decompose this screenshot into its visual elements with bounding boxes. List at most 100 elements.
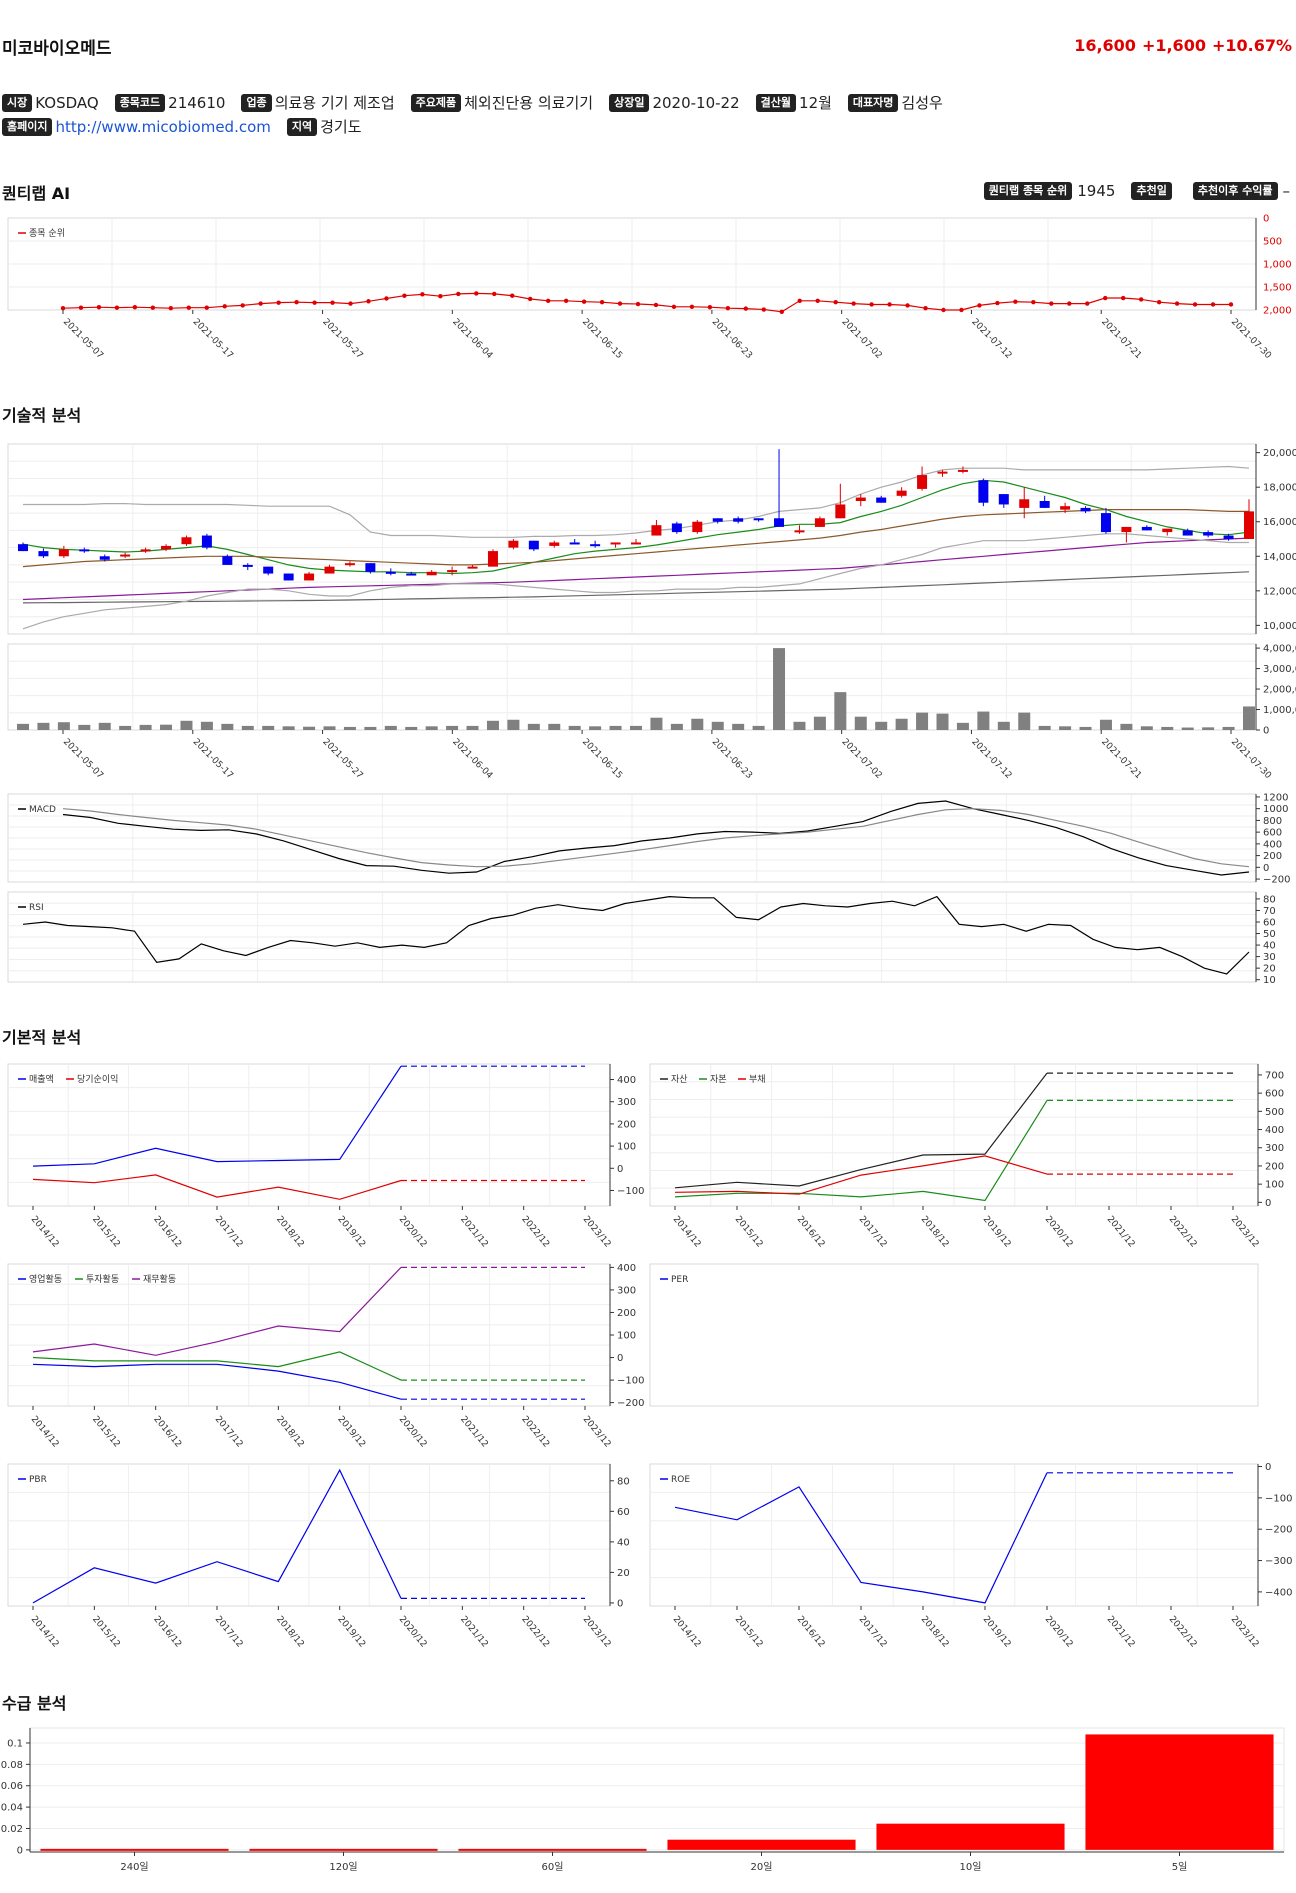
rank-point [204,305,209,310]
sales-chart-ytick-label: 100 [617,1142,636,1153]
rank-point [887,302,892,307]
roe-xtick-label: 2015/12 [733,1615,765,1650]
balance-chart-legend-label: 부채 [749,1074,766,1085]
rank-point [653,302,659,308]
rsi-chart-panel [7,891,1257,983]
roe-chart-ytick-label: −100 [1265,1493,1292,1504]
roe-chart-legend-label: ROE [671,1475,690,1485]
sales-xtick-label: 2021/12 [458,1215,490,1250]
sales-xtick-label: 2019/12 [335,1215,367,1250]
rank-point [743,306,749,311]
balance-chart-ytick-label: 300 [1265,1143,1284,1154]
cashflow-영업활동-line [32,1363,402,1400]
candle-body [1039,501,1050,508]
industry-tag: 업종 [241,93,272,112]
rank-point [1210,302,1216,307]
rank-chart-xtick-label: 2021-06-15 [580,317,624,361]
volume-bar [343,726,356,730]
rank-point [438,294,443,299]
candle-body [426,571,437,576]
supply-bar [249,1848,438,1851]
volume-bar [1079,726,1092,730]
rank-point [923,305,928,311]
sales-xtick-label: 2023/12 [581,1215,613,1250]
rank-point [510,293,515,298]
candle-ma-green [22,479,1250,575]
homepage-link[interactable]: http://www.micobiomed.com [55,117,271,136]
volume-bar [1243,706,1255,730]
candle-body [610,542,621,545]
cashflow-chart-ytick-label: 300 [617,1285,636,1296]
per-chart-frame [649,1263,1259,1407]
rsi-chart-ytick-label: 10 [1263,975,1276,986]
candle-body [774,518,785,527]
cashflow-재무활동-line [32,1266,402,1356]
macd-chart-panel [7,793,1257,883]
cashflow-xtick-label: 2017/12 [213,1415,245,1450]
cashflow-chart-ytick-label: 200 [617,1308,636,1319]
candle-body [1203,532,1214,536]
rank-point [366,299,371,304]
rank-point [114,305,120,310]
rank-point [761,307,766,312]
homepage-tag: 홈페이지 [2,117,53,136]
rank-point [222,304,227,309]
sales-xtick-label: 2017/12 [213,1215,245,1250]
return-tag: 추천이후 수익률 [1192,182,1278,200]
candle-chart-ytick-label: 14,000 [1263,552,1296,563]
cashflow-chart-legend-label: 재무활동 [143,1273,176,1285]
candle-ma-dark [22,571,1250,604]
candle-body [835,504,846,519]
rank-point [851,301,856,306]
volume-bar [895,718,908,730]
balance-xtick-label: 2022/12 [1167,1215,1199,1250]
balance-부채-line [674,1155,1048,1195]
candle-body [242,564,253,567]
rank-value: 1945 [1077,182,1116,200]
pbr-xtick-label: 2020/12 [397,1615,429,1650]
candle-body [1244,511,1254,539]
per-chart-legend-label: PER [671,1275,688,1285]
rank-ytick-label: 0 [1263,214,1269,225]
sales-chart-ytick-label: 0 [617,1164,623,1175]
cashflow-chart-legend-label: 투자활동 [86,1273,119,1285]
rank-point [707,305,713,310]
balance-자산-line [674,1072,1048,1189]
volume-bar [936,713,949,730]
price-block: 16,600 +1,600 +10.67% [1068,36,1292,55]
ceo-tag: 대표자명 [847,93,899,112]
fiscal-tag: 결산월 [755,93,797,112]
section-technical-title: 기술적 분석 [2,406,82,425]
candle-body [344,563,355,566]
candle-body [1100,513,1111,533]
volume-bar [1099,719,1112,730]
rsi-chart-ytick-label: 40 [1263,941,1276,952]
rank-point [1156,299,1162,305]
supply-ytick-label: 0.06 [1,1781,23,1792]
candle-body [549,542,560,546]
candle-body [631,542,641,545]
rank-point [78,305,84,310]
sales-chart-ytick-label: 200 [617,1119,636,1130]
rank-point [168,305,174,311]
supply-ytick-label: 0.04 [1,1803,23,1814]
candle-body [692,521,703,533]
roe-chart-panel [649,1463,1259,1607]
volume-bar [670,723,683,730]
rank-point [977,303,982,308]
rank-point [1013,299,1018,304]
candle-body [79,549,90,552]
balance-xtick-label: 2020/12 [1043,1215,1075,1250]
rank-ytick-label: 2,000 [1263,306,1292,317]
volume-bar [98,722,111,730]
balance-xtick-label: 2019/12 [981,1215,1013,1250]
rank-point [689,304,695,309]
volume-bar [425,726,438,730]
rank-point [959,307,964,313]
volume-chart-xtick-label: 2021-05-27 [320,737,364,781]
ai-summary: 퀀티랩 종목 순위 1945 추천일 추천이후 수익률 – [983,182,1290,200]
listed-value: 2020-10-22 [652,93,740,112]
roe-xtick-label: 2014/12 [671,1615,703,1650]
balance-xtick-label: 2021/12 [1105,1215,1137,1250]
rank-chart-xtick-label: 2021-06-04 [450,317,494,361]
